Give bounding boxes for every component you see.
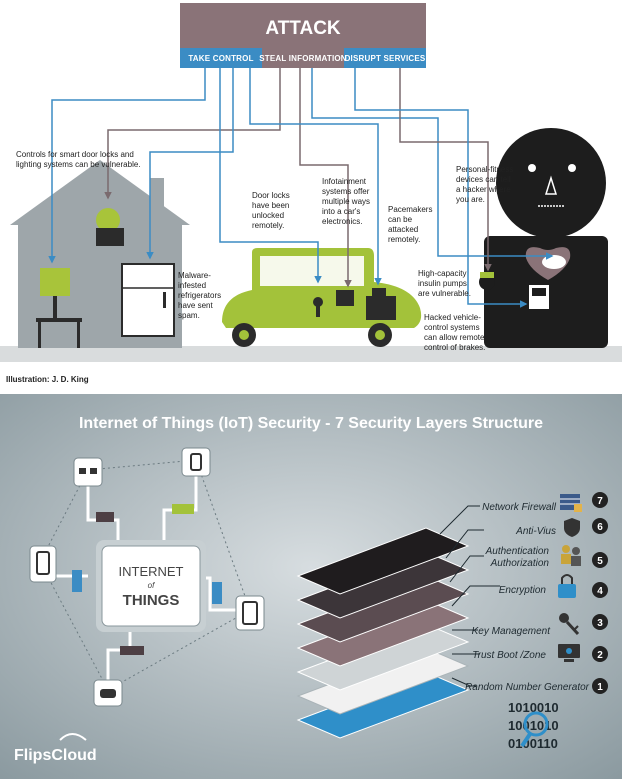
person-head <box>496 128 606 238</box>
binary-line-1: 1010010 <box>508 700 559 715</box>
badge-2-num: 2 <box>597 650 603 661</box>
callout-fridge: Malware- infested refrigerators have sen… <box>178 271 223 320</box>
layer-stack <box>296 527 470 739</box>
users-icon <box>561 545 581 566</box>
badge-5 <box>592 552 608 568</box>
monitor-icon <box>558 644 580 662</box>
callout-insulin: High-capacity insulin pumps are vulnerab… <box>418 269 471 298</box>
layer-3-label: Key Management <box>472 626 552 637</box>
iot-section: Internet of Things (IoT) Security - 7 Se… <box>0 394 622 779</box>
callout-pacemakers: Pacemakers can be attacked remotely. <box>388 205 435 244</box>
device-gamepad <box>93 679 123 707</box>
wire-seg-4 <box>212 582 222 604</box>
tab-steal-information-label: STEAL INFORMATION <box>259 54 347 63</box>
layer-4-label: Encryption <box>499 585 547 596</box>
badge-1 <box>592 678 608 694</box>
car <box>222 248 422 347</box>
network-outline <box>39 459 251 691</box>
device-phone <box>29 545 57 583</box>
brand-logo: FlipsCloud <box>14 747 97 764</box>
badge-3 <box>592 614 608 630</box>
ground <box>0 346 622 362</box>
lock-icon <box>558 574 576 598</box>
layer-5-label-line1: Authentication <box>485 546 550 557</box>
wire-seg-1 <box>96 512 114 522</box>
fitness-band <box>480 272 494 278</box>
layer-5-label-line2: Authorization <box>490 558 550 569</box>
magnifier-icon <box>523 711 549 737</box>
layer-6-label: Anti-Vius <box>515 526 556 537</box>
tab-disrupt-services <box>344 48 426 68</box>
badge-7-num: 7 <box>597 496 603 507</box>
attack-title: ATTACK <box>265 18 341 39</box>
attack-box <box>180 3 426 48</box>
illustration-credit: Illustration: J. D. King <box>6 375 89 384</box>
fridge <box>121 263 175 337</box>
badge-4-num: 4 <box>597 586 603 597</box>
key-icon <box>559 613 580 636</box>
tab-take-control <box>180 48 262 68</box>
smart-lock <box>96 208 120 232</box>
layer-labels: Network Firewall Anti-Vius Authenticatio… <box>465 502 590 693</box>
hub-line1: INTERNET <box>119 564 184 579</box>
badge-4 <box>592 582 608 598</box>
device-glasses <box>73 457 103 487</box>
binary-block: 1010010 1001010 0100110 <box>508 700 559 751</box>
shield-icon <box>564 518 580 537</box>
layer-7-label: Network Firewall <box>482 502 557 513</box>
tab-take-control-label: TAKE CONTROL <box>188 54 253 63</box>
tab-steal-information <box>262 48 344 68</box>
badge-6 <box>592 518 608 534</box>
person <box>479 128 608 348</box>
binary-line-2: 1001010 <box>508 718 559 733</box>
hub-line3: THINGS <box>123 592 180 609</box>
cloud-icon <box>59 733 87 741</box>
wire-seg-2 <box>172 504 194 514</box>
callout-brakes: Hacked vehicle- control systems can allo… <box>424 313 487 352</box>
badge-1-num: 1 <box>597 682 603 693</box>
layer-leaders <box>439 505 500 687</box>
badge-6-num: 6 <box>597 522 603 533</box>
layer-icons <box>558 494 582 662</box>
layer-7 <box>296 527 470 595</box>
badge-3-num: 3 <box>597 618 603 629</box>
insulin-pump <box>527 283 551 311</box>
badge-7 <box>592 492 608 508</box>
binary-line-3: 0100110 <box>508 736 558 751</box>
attack-section: ATTACK TAKE CONTROL STEAL INFORMATION DI… <box>0 3 622 384</box>
callout-smart-home: Controls for smart door locks and lighti… <box>16 150 141 169</box>
lamp-shade <box>40 268 70 296</box>
wire-seg-5 <box>120 646 144 655</box>
wire-seg-3 <box>72 570 82 592</box>
house <box>10 160 190 348</box>
device-tablet <box>235 595 265 631</box>
layer-1-label: Random Number Generator <box>465 682 590 693</box>
callout-infotainment: Infotainment systems offer multiple ways… <box>322 177 372 226</box>
pacemaker <box>542 255 566 269</box>
layer-badges: 7 6 5 4 3 2 1 <box>592 492 608 694</box>
connector-lines <box>48 68 554 308</box>
badge-5-num: 5 <box>597 556 603 567</box>
tab-disrupt-services-label: DISRUPT SERVICES <box>345 54 426 63</box>
layer-2-label: Trust Boot /Zone <box>472 650 546 661</box>
callout-fitness: Personal-fitness devices can tell a hack… <box>456 165 516 204</box>
badge-2 <box>592 646 608 662</box>
callout-door-locks: Door locks have been unlocked remotely. <box>252 191 292 230</box>
callouts: Controls for smart door locks and lighti… <box>16 150 516 352</box>
iot-title: Internet of Things (IoT) Security - 7 Se… <box>79 415 543 432</box>
firewall-icon <box>560 494 582 512</box>
device-watch <box>181 447 211 477</box>
hub-line2: of <box>148 581 155 590</box>
